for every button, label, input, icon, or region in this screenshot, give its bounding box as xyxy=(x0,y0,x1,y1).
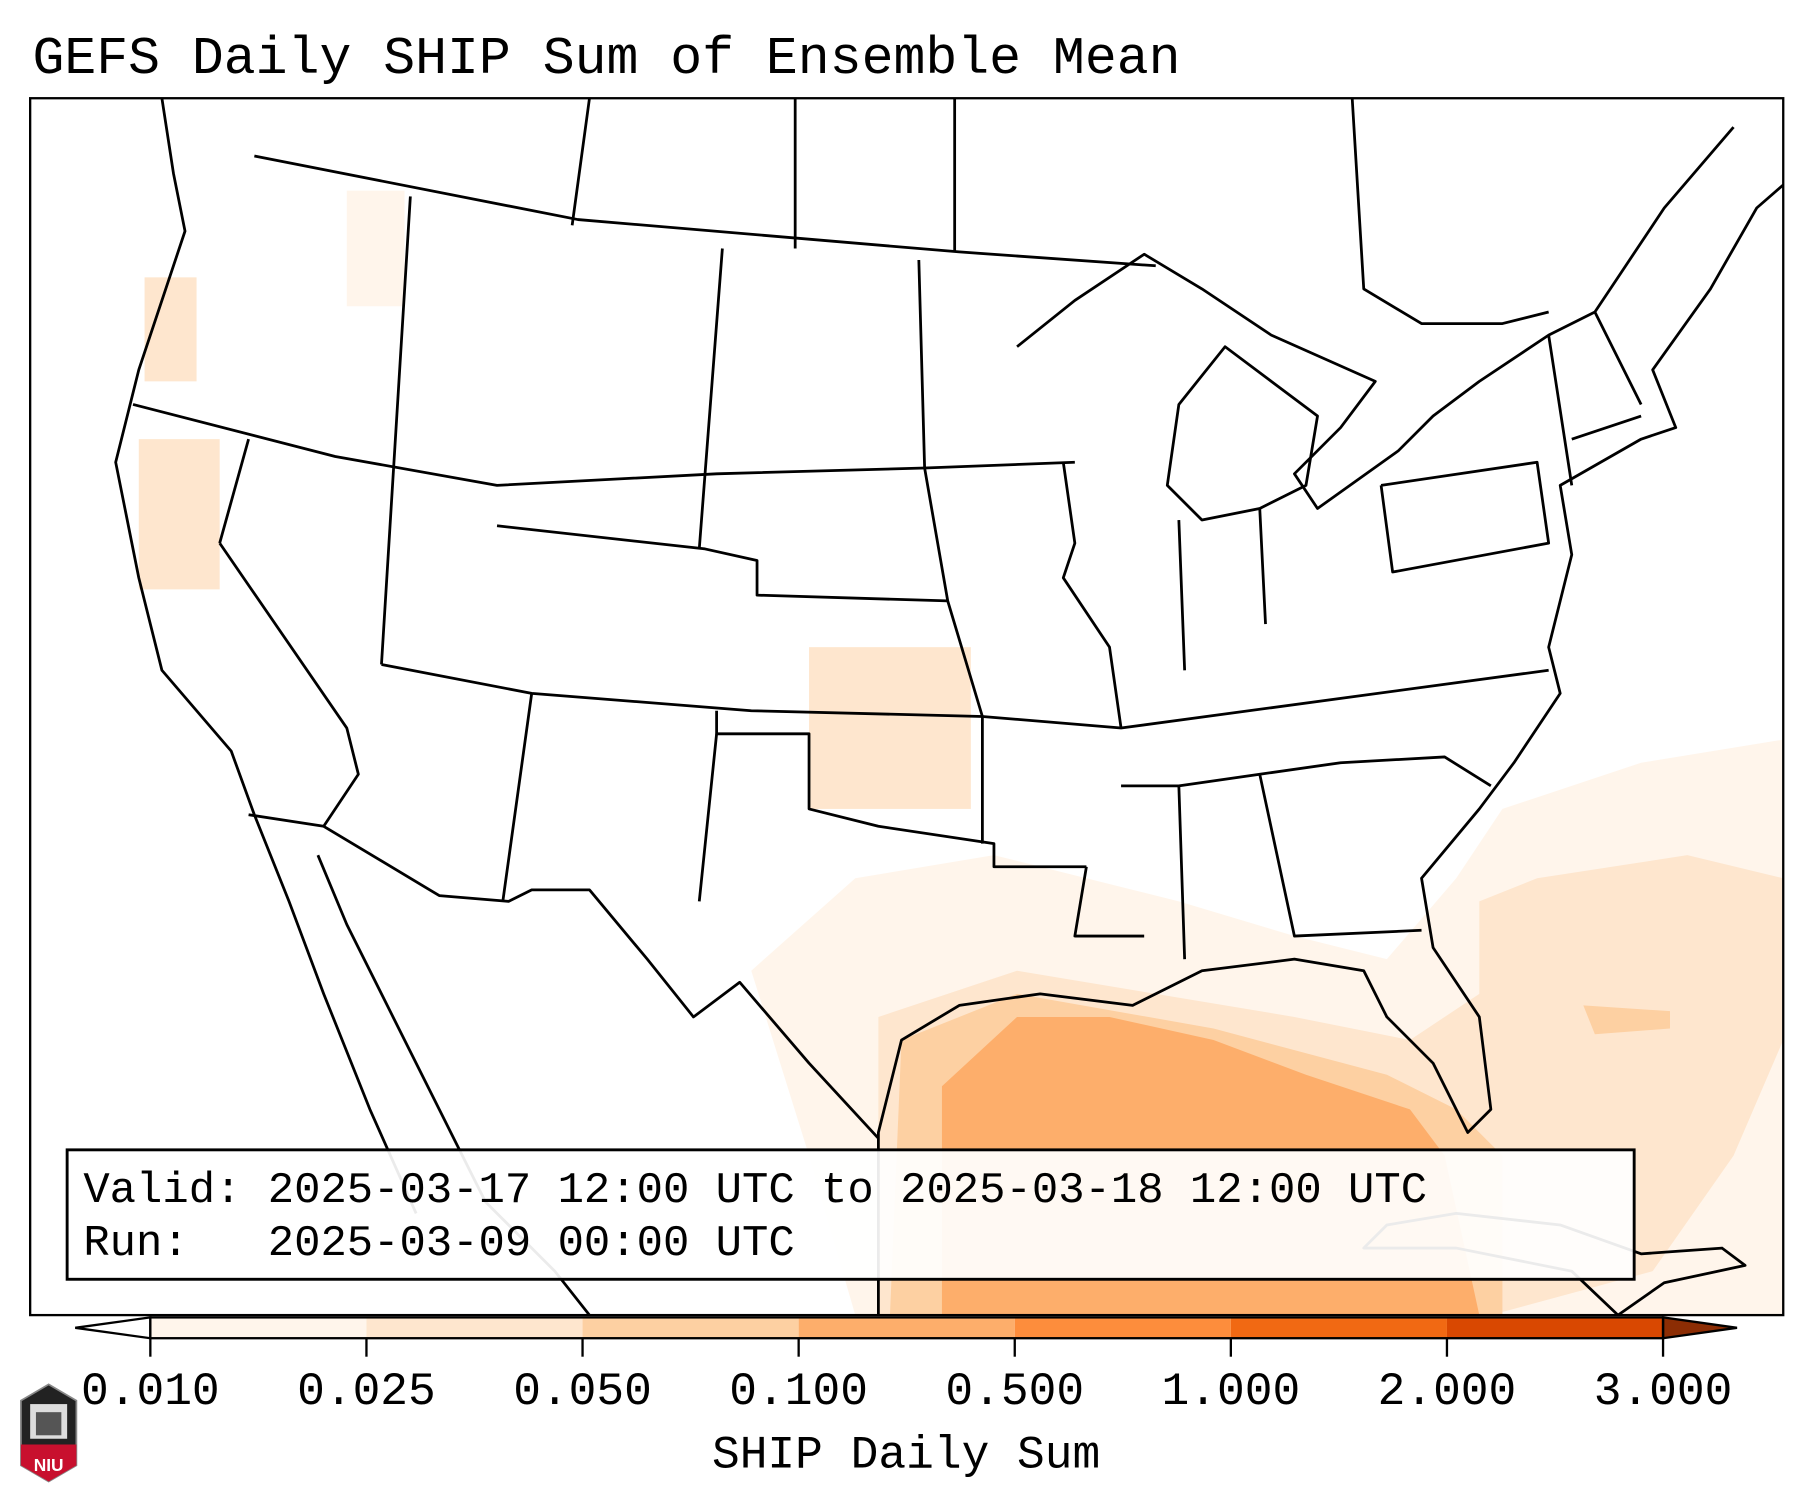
colorbar xyxy=(75,1316,1738,1357)
colorbar-tick-label: 2.000 xyxy=(1378,1366,1517,1418)
shade-idaho xyxy=(346,190,405,307)
colorbar-tick-label: 0.500 xyxy=(945,1366,1084,1418)
map-panel xyxy=(29,97,1785,1317)
chart-title: GEFS Daily SHIP Sum of Ensemble Mean xyxy=(32,29,1180,89)
colorbar-tick-label: 0.100 xyxy=(729,1366,868,1418)
valid-time-text: Valid: 2025-03-17 12:00 UTC to 2025-03-1… xyxy=(83,1166,1427,1216)
shade-atlantic-mid xyxy=(1583,1005,1670,1035)
shade-california xyxy=(138,439,220,590)
colorbar-tick-label: 0.050 xyxy=(513,1366,652,1418)
colorbar-segment xyxy=(582,1317,799,1339)
colorbar-outline xyxy=(149,1316,1665,1340)
colorbar-tick-label: 1.000 xyxy=(1162,1366,1301,1418)
run-time-text: Run: 2025-03-09 00:00 UTC xyxy=(83,1219,794,1269)
map-frame xyxy=(29,97,1785,1317)
colorbar-segment xyxy=(366,1317,583,1339)
colorbar-label: SHIP Daily Sum xyxy=(712,1430,1100,1482)
colorbar-segment xyxy=(1014,1317,1231,1339)
colorbar-tick-label: 3.000 xyxy=(1594,1366,1733,1418)
shade-plains xyxy=(809,647,971,809)
colorbar-segment xyxy=(150,1317,367,1339)
colorbar-segment xyxy=(1230,1317,1447,1339)
valid-run-legend-box: Valid: 2025-03-17 12:00 UTC to 2025-03-1… xyxy=(65,1148,1636,1281)
colorbar-over-extension xyxy=(1661,1316,1738,1340)
colorbar-segment xyxy=(798,1317,1015,1339)
colorbar-tick-label: 0.010 xyxy=(81,1366,220,1418)
colorbar-segment xyxy=(1446,1317,1664,1339)
colorbar-tick-label: 0.025 xyxy=(297,1366,436,1418)
svg-text:NIU: NIU xyxy=(34,1455,64,1475)
colorbar-under-extension xyxy=(75,1316,152,1340)
niu-logo: NIU xyxy=(20,1383,78,1483)
